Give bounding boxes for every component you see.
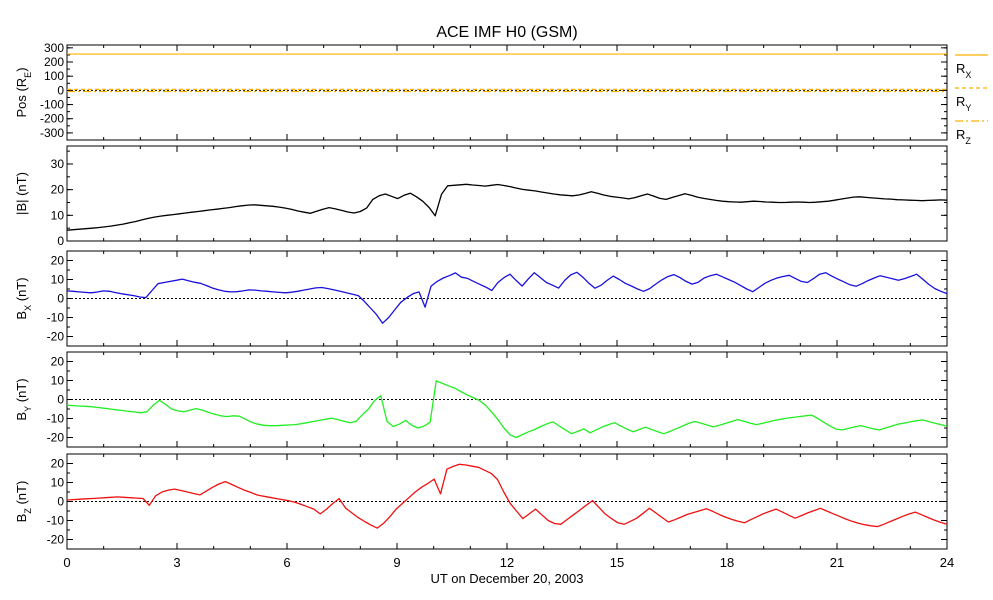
y-tick-label: 20	[51, 355, 65, 369]
y-tick-label: 10	[51, 374, 65, 388]
chart-title: ACE IMF H0 (GSM)	[436, 24, 577, 41]
panel-frame-bt	[66, 145, 948, 242]
y-axis-label-bx: BX (nT)	[14, 277, 33, 319]
panel-bx: 20 10 0 -10 -20 BX (nT)	[14, 250, 948, 347]
x-axis: 0 3 6 9 12 15 18 21 24	[63, 555, 954, 570]
y-tick-label: -20	[47, 533, 65, 547]
label-tail: )	[14, 67, 29, 71]
legend-label-RZ: RZ	[956, 127, 971, 146]
x-tick-label: 0	[63, 555, 70, 570]
y-tick-label: -300	[40, 126, 64, 140]
y-tick-label: 200	[44, 55, 64, 69]
label-subscript: Y	[965, 103, 971, 113]
label-tail: (nT)	[14, 378, 29, 405]
y-tick-label: -10	[47, 514, 65, 528]
y-tick-label: -10	[47, 412, 65, 426]
label-subscript: Z	[965, 136, 971, 146]
x-tick-label: 9	[393, 555, 400, 570]
y-tick-label: 0	[57, 234, 64, 248]
label-main: R	[956, 127, 965, 142]
panel-frame-pos	[66, 44, 948, 141]
x-tick-label: 12	[500, 555, 514, 570]
y-tick-label: -100	[40, 98, 64, 112]
y-tick-label: -200	[40, 112, 64, 126]
label-main: Pos (R	[14, 78, 29, 118]
y-tick-label: 0	[57, 83, 64, 97]
panel-bz: 20 10 0 -10 -20 BZ (nT)	[14, 453, 948, 550]
panel-by: 20 10 0 -10 -20 BY (nT)	[14, 351, 948, 448]
y-tick-label: 30	[51, 157, 65, 171]
panel-bt: 30 20 10 0 |B| (nT)	[14, 145, 948, 248]
y-axis-label-by: BY (nT)	[14, 378, 33, 420]
x-tick-label: 18	[720, 555, 734, 570]
label-subscript: Z	[23, 508, 33, 514]
x-tick-label: 24	[940, 555, 954, 570]
y-tick-label: 0	[57, 495, 64, 509]
legend-label-RY: RY	[956, 94, 971, 113]
label-subscript: X	[23, 305, 33, 311]
label-subscript: E	[23, 72, 33, 78]
series-line-bz	[66, 463, 948, 529]
x-tick-label: 15	[610, 555, 624, 570]
series-line-bt	[66, 183, 948, 231]
legend-label-RX: RX	[956, 61, 971, 80]
label-tail: (nT)	[14, 481, 29, 508]
y-tick-label: -10	[47, 311, 65, 325]
y-tick-label: 10	[51, 208, 65, 222]
y-axis-label-bz: BZ (nT)	[14, 481, 33, 523]
y-tick-label: 300	[44, 41, 64, 55]
label-subscript: X	[965, 70, 971, 80]
y-tick-label: 20	[51, 183, 65, 197]
y-axis-label-bt: |B| (nT)	[14, 172, 29, 215]
x-tick-label: 6	[283, 555, 290, 570]
y-tick-label: 0	[57, 393, 64, 407]
x-tick-label: 21	[830, 555, 844, 570]
y-tick-label: -20	[47, 330, 65, 344]
series-line-by	[66, 380, 948, 439]
series-line-bx	[66, 271, 948, 324]
y-tick-label: 100	[44, 69, 64, 83]
y-tick-label: 0	[57, 292, 64, 306]
label-main: R	[956, 94, 965, 109]
label-main: B	[14, 514, 29, 523]
x-axis-label: UT on December 20, 2003	[431, 571, 584, 586]
label-main: R	[956, 61, 965, 76]
label-main: B	[14, 412, 29, 421]
y-tick-label: 10	[51, 273, 65, 287]
y-axis-label-pos: Pos (RE)	[14, 67, 33, 117]
y-tick-label: -20	[47, 431, 65, 445]
label-main: B	[14, 311, 29, 320]
y-tick-label: 20	[51, 457, 65, 471]
label-tail: (nT)	[14, 277, 29, 304]
y-tick-label: 10	[51, 476, 65, 490]
label-subscript: Y	[23, 406, 33, 412]
x-tick-label: 3	[173, 555, 180, 570]
y-tick-label: 20	[51, 254, 65, 268]
